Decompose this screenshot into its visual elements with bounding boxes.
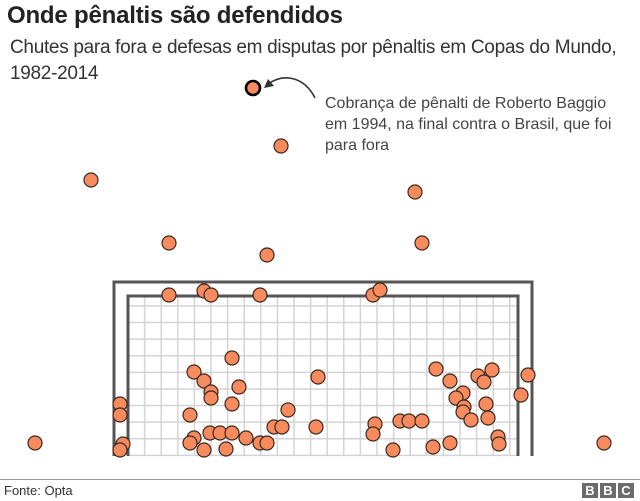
ball-marker (182, 435, 198, 451)
ball-marker (186, 364, 202, 380)
ball-marker (372, 282, 388, 298)
ball-marker (196, 373, 212, 389)
ball-marker (407, 184, 423, 200)
ball-marker (203, 287, 219, 303)
ball-marker (428, 361, 444, 377)
ball-marker (161, 287, 177, 303)
ball-marker (203, 390, 219, 406)
ball-marker (274, 419, 290, 435)
ball-marker (252, 287, 268, 303)
ball-marker (196, 442, 212, 458)
penalty-balls (27, 79, 612, 458)
ball-marker (238, 430, 254, 446)
ball-marker (401, 413, 417, 429)
baggio-ball-marker (244, 79, 262, 97)
ball-marker (596, 435, 612, 451)
ball-marker (231, 379, 247, 395)
ball-marker (478, 396, 494, 412)
ball-marker (520, 367, 536, 383)
ball-marker (83, 172, 99, 188)
source-label: Fonte: Opta (4, 483, 73, 498)
ball-marker (491, 436, 507, 452)
ball-marker (385, 442, 401, 458)
ball-marker (414, 413, 430, 429)
penalty-scatter-chart (27, 77, 612, 458)
ball-marker (218, 441, 234, 457)
ball-marker (112, 442, 128, 458)
ball-marker (484, 362, 500, 378)
ball-marker (273, 138, 289, 154)
ball-marker (27, 435, 43, 451)
footer-divider (0, 479, 640, 480)
ball-marker (442, 373, 458, 389)
ball-marker (365, 426, 381, 442)
baggio-annotation: Cobrança de pênalti de Roberto Baggio em… (325, 95, 612, 154)
bbc-logo-letter: C (618, 483, 634, 498)
ball-marker (224, 350, 240, 366)
ball-marker (280, 402, 296, 418)
chart-subtitle: Chutes para fora e defesas em disputas p… (10, 37, 617, 84)
bbc-logo-letter: B (600, 483, 616, 498)
ball-marker (161, 235, 177, 251)
ball-marker (259, 247, 275, 263)
ball-marker (480, 410, 496, 426)
ball-marker (463, 412, 479, 428)
ball-marker (476, 374, 492, 390)
ball-marker (442, 435, 458, 451)
ball-marker (224, 396, 240, 412)
ball-marker (182, 407, 198, 423)
ball-marker (308, 419, 324, 435)
ball-marker (112, 407, 128, 423)
ball-marker (414, 235, 430, 251)
ball-marker (425, 439, 441, 455)
chart-title: Onde pênaltis são defendidos (7, 2, 343, 29)
ball-marker (224, 425, 240, 441)
annotation-arrow-icon (264, 77, 316, 99)
ball-marker (310, 369, 326, 385)
bbc-logo-letter: B (582, 483, 598, 498)
ball-marker (513, 387, 529, 403)
bbc-logo: B B C (582, 483, 634, 498)
ball-marker (259, 435, 275, 451)
